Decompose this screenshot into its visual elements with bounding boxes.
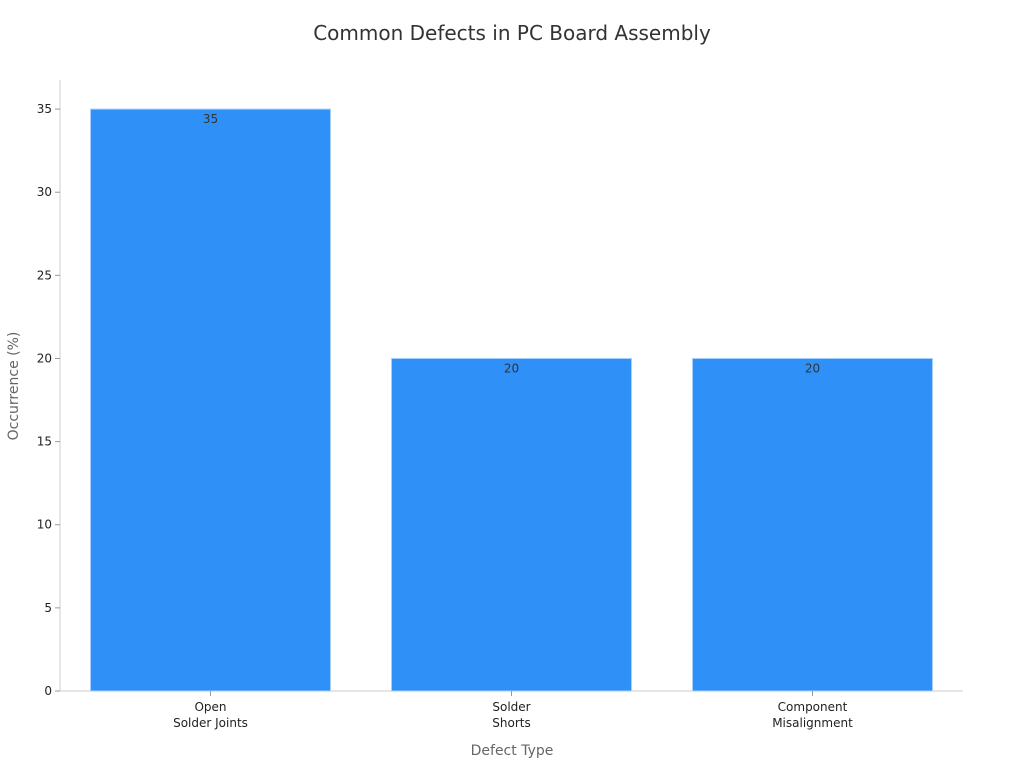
x-tick-label: Open [194, 700, 226, 714]
y-tick-label: 20 [37, 351, 52, 365]
y-tick-label: 0 [44, 684, 52, 698]
bar-value-label: 20 [504, 361, 519, 375]
x-axis-title: Defect Type [471, 743, 554, 759]
bar-value-label: 20 [805, 361, 820, 375]
y-tick-label: 5 [44, 601, 52, 615]
bar [391, 357, 632, 692]
x-tick-label: Component [778, 700, 848, 714]
x-tick-label: Misalignment [772, 716, 853, 730]
y-tick-label: 25 [37, 268, 52, 282]
bar-value-label: 35 [203, 112, 218, 126]
x-tick-label: Shorts [492, 716, 530, 730]
y-tick-label: 30 [37, 185, 52, 199]
bar [692, 357, 933, 692]
y-tick-label: 15 [37, 435, 52, 449]
chart-title: Common Defects in PC Board Assembly [313, 21, 711, 45]
x-tick-label: Solder [492, 700, 530, 714]
y-tick-label: 10 [37, 518, 52, 532]
y-axis-title: Occurrence (%) [6, 332, 22, 441]
x-tick-label: Solder Joints [173, 716, 248, 730]
y-tick-label: 35 [37, 102, 52, 116]
bar [90, 108, 331, 692]
plot-area: 0 5 10 15 20 25 30 35 35 Open Solder Joints 20 Solde… [37, 80, 963, 730]
